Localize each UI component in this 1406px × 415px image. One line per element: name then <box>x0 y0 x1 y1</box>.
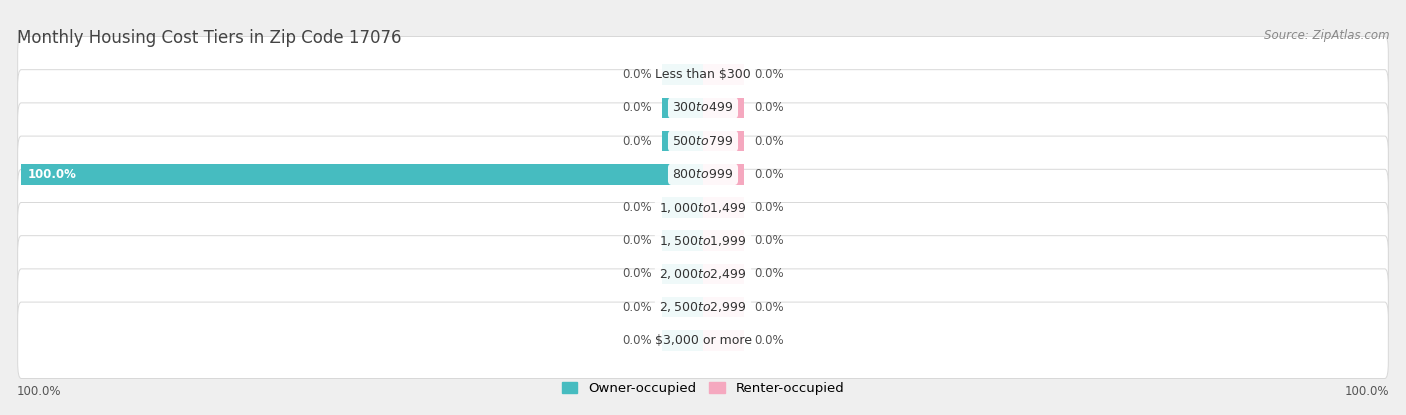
Text: 100.0%: 100.0% <box>1344 386 1389 398</box>
Text: 0.0%: 0.0% <box>754 334 783 347</box>
FancyBboxPatch shape <box>18 169 1388 246</box>
Text: $300 to $499: $300 to $499 <box>672 101 734 115</box>
FancyBboxPatch shape <box>18 37 1388 113</box>
FancyBboxPatch shape <box>18 103 1388 179</box>
Text: 100.0%: 100.0% <box>28 168 77 181</box>
Text: 0.0%: 0.0% <box>754 201 783 214</box>
Text: 0.0%: 0.0% <box>754 300 783 314</box>
FancyBboxPatch shape <box>18 236 1388 312</box>
Text: Source: ZipAtlas.com: Source: ZipAtlas.com <box>1264 29 1389 42</box>
Text: 0.0%: 0.0% <box>623 134 652 148</box>
Text: $2,500 to $2,999: $2,500 to $2,999 <box>659 300 747 314</box>
Bar <box>662 330 703 351</box>
Bar <box>703 98 744 118</box>
Bar <box>703 131 744 151</box>
Bar <box>703 297 744 317</box>
Text: 0.0%: 0.0% <box>754 267 783 281</box>
Text: 0.0%: 0.0% <box>754 134 783 148</box>
Text: $500 to $799: $500 to $799 <box>672 134 734 148</box>
Bar <box>21 164 703 185</box>
Text: 0.0%: 0.0% <box>754 101 783 115</box>
Text: $3,000 or more: $3,000 or more <box>655 334 751 347</box>
Text: $800 to $999: $800 to $999 <box>672 168 734 181</box>
Bar <box>662 131 703 151</box>
Text: 0.0%: 0.0% <box>754 234 783 247</box>
FancyBboxPatch shape <box>18 302 1388 378</box>
Text: 0.0%: 0.0% <box>623 300 652 314</box>
Bar <box>703 330 744 351</box>
Text: 0.0%: 0.0% <box>623 201 652 214</box>
Text: $2,000 to $2,499: $2,000 to $2,499 <box>659 267 747 281</box>
FancyBboxPatch shape <box>18 269 1388 345</box>
Bar <box>662 230 703 251</box>
Bar <box>662 264 703 284</box>
FancyBboxPatch shape <box>18 70 1388 146</box>
Text: $1,500 to $1,999: $1,500 to $1,999 <box>659 234 747 248</box>
Text: $1,000 to $1,499: $1,000 to $1,499 <box>659 200 747 215</box>
Bar <box>703 230 744 251</box>
Bar <box>662 297 703 317</box>
Bar <box>703 264 744 284</box>
FancyBboxPatch shape <box>18 136 1388 212</box>
Legend: Owner-occupied, Renter-occupied: Owner-occupied, Renter-occupied <box>557 376 849 400</box>
Text: 0.0%: 0.0% <box>754 68 783 81</box>
Text: 0.0%: 0.0% <box>623 267 652 281</box>
Text: 0.0%: 0.0% <box>623 68 652 81</box>
Text: 0.0%: 0.0% <box>623 234 652 247</box>
Bar <box>662 197 703 218</box>
Text: 100.0%: 100.0% <box>17 386 62 398</box>
Text: 0.0%: 0.0% <box>754 168 783 181</box>
Text: 0.0%: 0.0% <box>623 334 652 347</box>
Text: Less than $300: Less than $300 <box>655 68 751 81</box>
Bar <box>662 64 703 85</box>
Text: 0.0%: 0.0% <box>623 101 652 115</box>
Bar <box>703 197 744 218</box>
Bar <box>703 64 744 85</box>
Bar <box>703 164 744 185</box>
FancyBboxPatch shape <box>18 203 1388 279</box>
Text: Monthly Housing Cost Tiers in Zip Code 17076: Monthly Housing Cost Tiers in Zip Code 1… <box>17 29 401 47</box>
Bar <box>662 98 703 118</box>
